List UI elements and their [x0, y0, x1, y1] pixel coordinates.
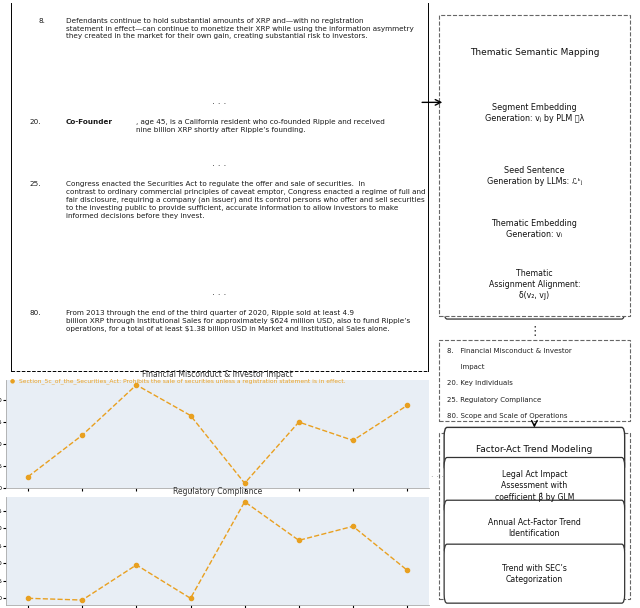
Bar [439, 340, 630, 421]
Text: , age 45, is a California resident who co-founded Ripple and received
nine billi: , age 45, is a California resident who c… [136, 119, 385, 133]
FancyBboxPatch shape [444, 457, 625, 514]
Text: 25.: 25. [30, 181, 42, 187]
FancyBboxPatch shape [444, 500, 625, 556]
Text: Segment Embedding
Generation: vⱼ by PLM 𝒫λ: Segment Embedding Generation: vⱼ by PLM … [484, 103, 584, 123]
Text: Annual Act-Factor Trend
Identification: Annual Act-Factor Trend Identification [488, 518, 581, 538]
Text: Trend with SEC’s
Categorization: Trend with SEC’s Categorization [502, 564, 567, 584]
Text: Thematic Embedding
Generation: vᵢ: Thematic Embedding Generation: vᵢ [492, 219, 577, 239]
Text: Thematic
Assignment Alignment:
δ(v₂, vȷ): Thematic Assignment Alignment: δ(v₂, vȷ) [489, 269, 580, 300]
Bar [439, 434, 630, 599]
Text: . . .: . . . [212, 288, 227, 297]
Text: 80. Scope and Scale of Operations: 80. Scope and Scale of Operations [447, 413, 568, 419]
Text: . . .: . . . [212, 97, 227, 106]
Text: Impact: Impact [447, 364, 484, 370]
Text: ●  Section_5c_of_the_Securities_Act: Prohibits the sale of securities unless a r: ● Section_5c_of_the_Securities_Act: Proh… [10, 379, 345, 384]
Text: Legal Act Impact
Assessment with
coefficient β̂ by GLM: Legal Act Impact Assessment with coeffic… [495, 470, 574, 502]
Text: Factor-Act Trend Modeling: Factor-Act Trend Modeling [476, 446, 593, 454]
Text: 80.: 80. [30, 310, 42, 316]
Text: 25. Regulatory Compliance: 25. Regulatory Compliance [447, 396, 541, 402]
Text: Congress enacted the Securities Act to regulate the offer and sale of securities: Congress enacted the Securities Act to r… [66, 181, 426, 219]
Text: From 2013 through the end of the third quarter of 2020, Ripple sold at least 4.9: From 2013 through the end of the third q… [66, 310, 410, 332]
Text: 20. Key Individuals: 20. Key Individuals [447, 381, 513, 387]
Text: 8.: 8. [38, 18, 45, 24]
Text: 8.   Financial Misconduct & Investor: 8. Financial Misconduct & Investor [447, 348, 572, 354]
Title: Regulatory Compliance: Regulatory Compliance [173, 487, 262, 496]
FancyBboxPatch shape [444, 250, 625, 319]
FancyBboxPatch shape [444, 75, 625, 151]
Text: . . .: . . . [431, 470, 444, 478]
FancyBboxPatch shape [444, 427, 625, 472]
FancyBboxPatch shape [444, 21, 625, 85]
Text: 20.: 20. [30, 119, 42, 125]
Text: Defendants continue to hold substantial amounts of XRP and—with no registration
: Defendants continue to hold substantial … [66, 18, 413, 40]
Text: Co-Founder: Co-Founder [66, 119, 113, 125]
FancyBboxPatch shape [444, 199, 625, 259]
Text: ⋮: ⋮ [528, 325, 541, 337]
Text: . . .: . . . [212, 159, 227, 168]
Text: Seed Sentence
Generation by LLMs: ℒᵏⱼ: Seed Sentence Generation by LLMs: ℒᵏⱼ [486, 166, 582, 186]
Title: Financial Misconduct & Investor Impact: Financial Misconduct & Investor Impact [142, 370, 293, 379]
FancyBboxPatch shape [444, 142, 625, 211]
FancyBboxPatch shape [444, 544, 625, 603]
Bar [439, 15, 630, 316]
Text: Thematic Semantic Mapping: Thematic Semantic Mapping [470, 48, 599, 57]
